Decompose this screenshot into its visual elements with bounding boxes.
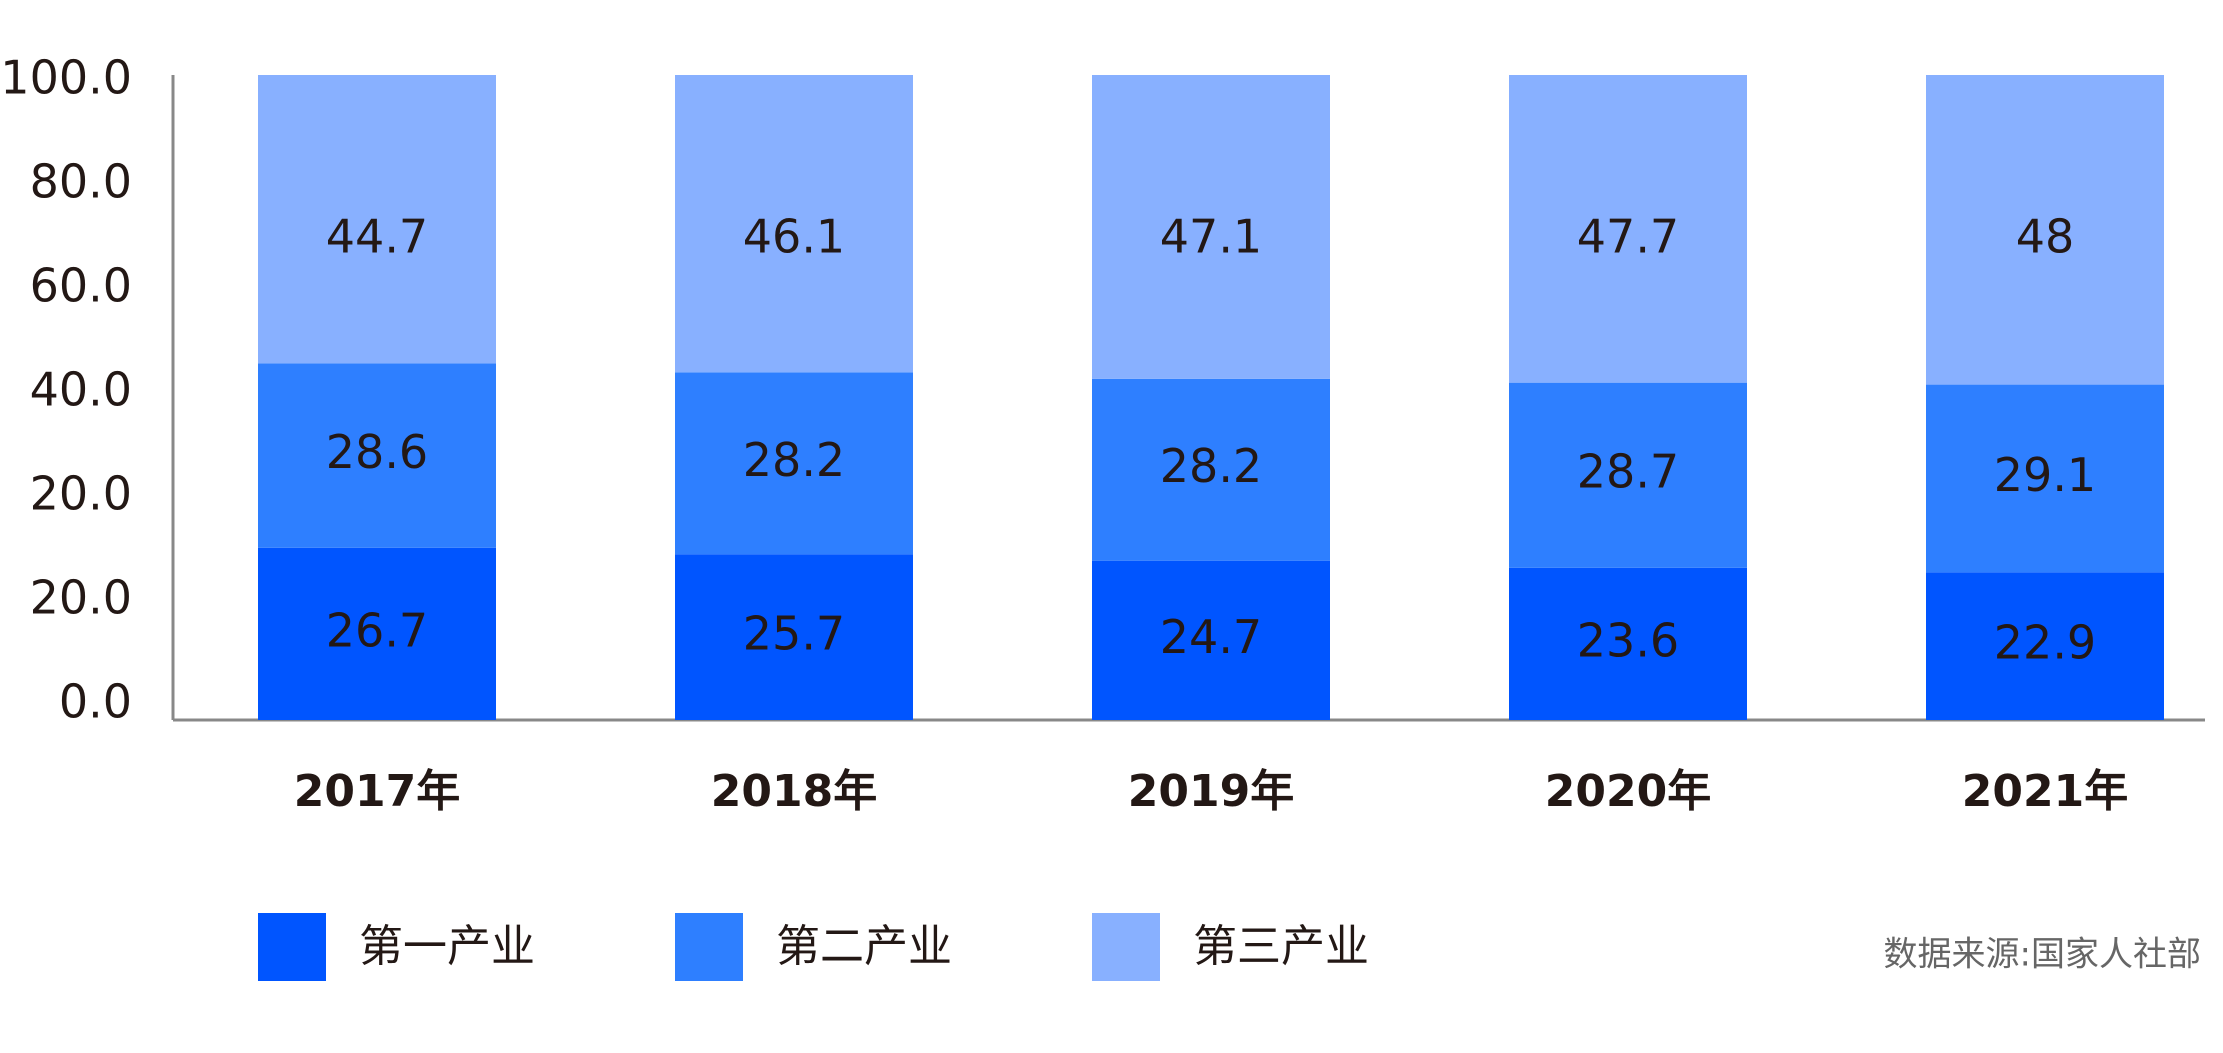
- data-label: 47.7: [1577, 210, 1679, 264]
- data-label: 46.1: [743, 210, 845, 264]
- legend-swatch: [1092, 913, 1160, 981]
- x-tick-label: 2019年: [1128, 766, 1294, 817]
- legend-label: 第二产业: [776, 921, 952, 972]
- bar-segment: [1926, 384, 2164, 573]
- x-tick-label: 2021年: [1962, 766, 2128, 817]
- x-tick-label: 2018年: [711, 766, 877, 817]
- legend-swatch: [258, 913, 326, 981]
- y-tick-label: 60.0: [30, 259, 132, 313]
- data-label: 48: [2016, 210, 2075, 264]
- bar-segment: [675, 554, 913, 720]
- x-tick-label: 2020年: [1545, 766, 1711, 817]
- data-label: 22.9: [1994, 616, 2096, 670]
- data-label: 28.2: [1160, 439, 1262, 493]
- y-tick-label: 80.0: [30, 155, 132, 209]
- bar-segment: [675, 75, 913, 373]
- data-label: 25.7: [743, 607, 845, 661]
- data-label: 28.7: [1577, 445, 1679, 499]
- bar-segment: [1092, 75, 1330, 379]
- data-label: 24.7: [1160, 610, 1262, 664]
- y-tick-label: 20.0: [30, 467, 132, 521]
- bar-segment: [1509, 382, 1747, 568]
- bar-segment: [258, 75, 496, 364]
- data-label: 26.7: [326, 603, 428, 657]
- legend-label: 第三产业: [1193, 921, 1369, 972]
- bar-segment: [258, 547, 496, 720]
- bar-segment: [1926, 75, 2164, 385]
- legend-swatch: [675, 913, 743, 981]
- x-tick-label: 2017年: [294, 766, 460, 817]
- bar-segment: [258, 363, 496, 548]
- y-tick-label: 40.0: [30, 363, 132, 417]
- bar-segment: [1092, 378, 1330, 561]
- y-tick-label: 100.0: [0, 51, 132, 105]
- data-label: 47.1: [1160, 210, 1262, 264]
- data-label: 44.7: [326, 210, 428, 264]
- data-label: 28.2: [743, 433, 845, 487]
- bar-segment: [1092, 560, 1330, 720]
- bar-segment: [1926, 572, 2164, 720]
- data-label: 23.6: [1577, 613, 1679, 667]
- y-tick-label: 20.0: [30, 571, 132, 625]
- y-tick-label: 0.0: [59, 675, 132, 729]
- data-label: 28.6: [326, 425, 428, 479]
- bar-segment: [1509, 75, 1747, 383]
- legend-label: 第一产业: [359, 921, 535, 972]
- source-note: 数据来源:国家人社部: [1884, 935, 2201, 975]
- bar-segment: [1509, 567, 1747, 720]
- bar-segment: [675, 372, 913, 555]
- data-label: 29.1: [1994, 448, 2096, 502]
